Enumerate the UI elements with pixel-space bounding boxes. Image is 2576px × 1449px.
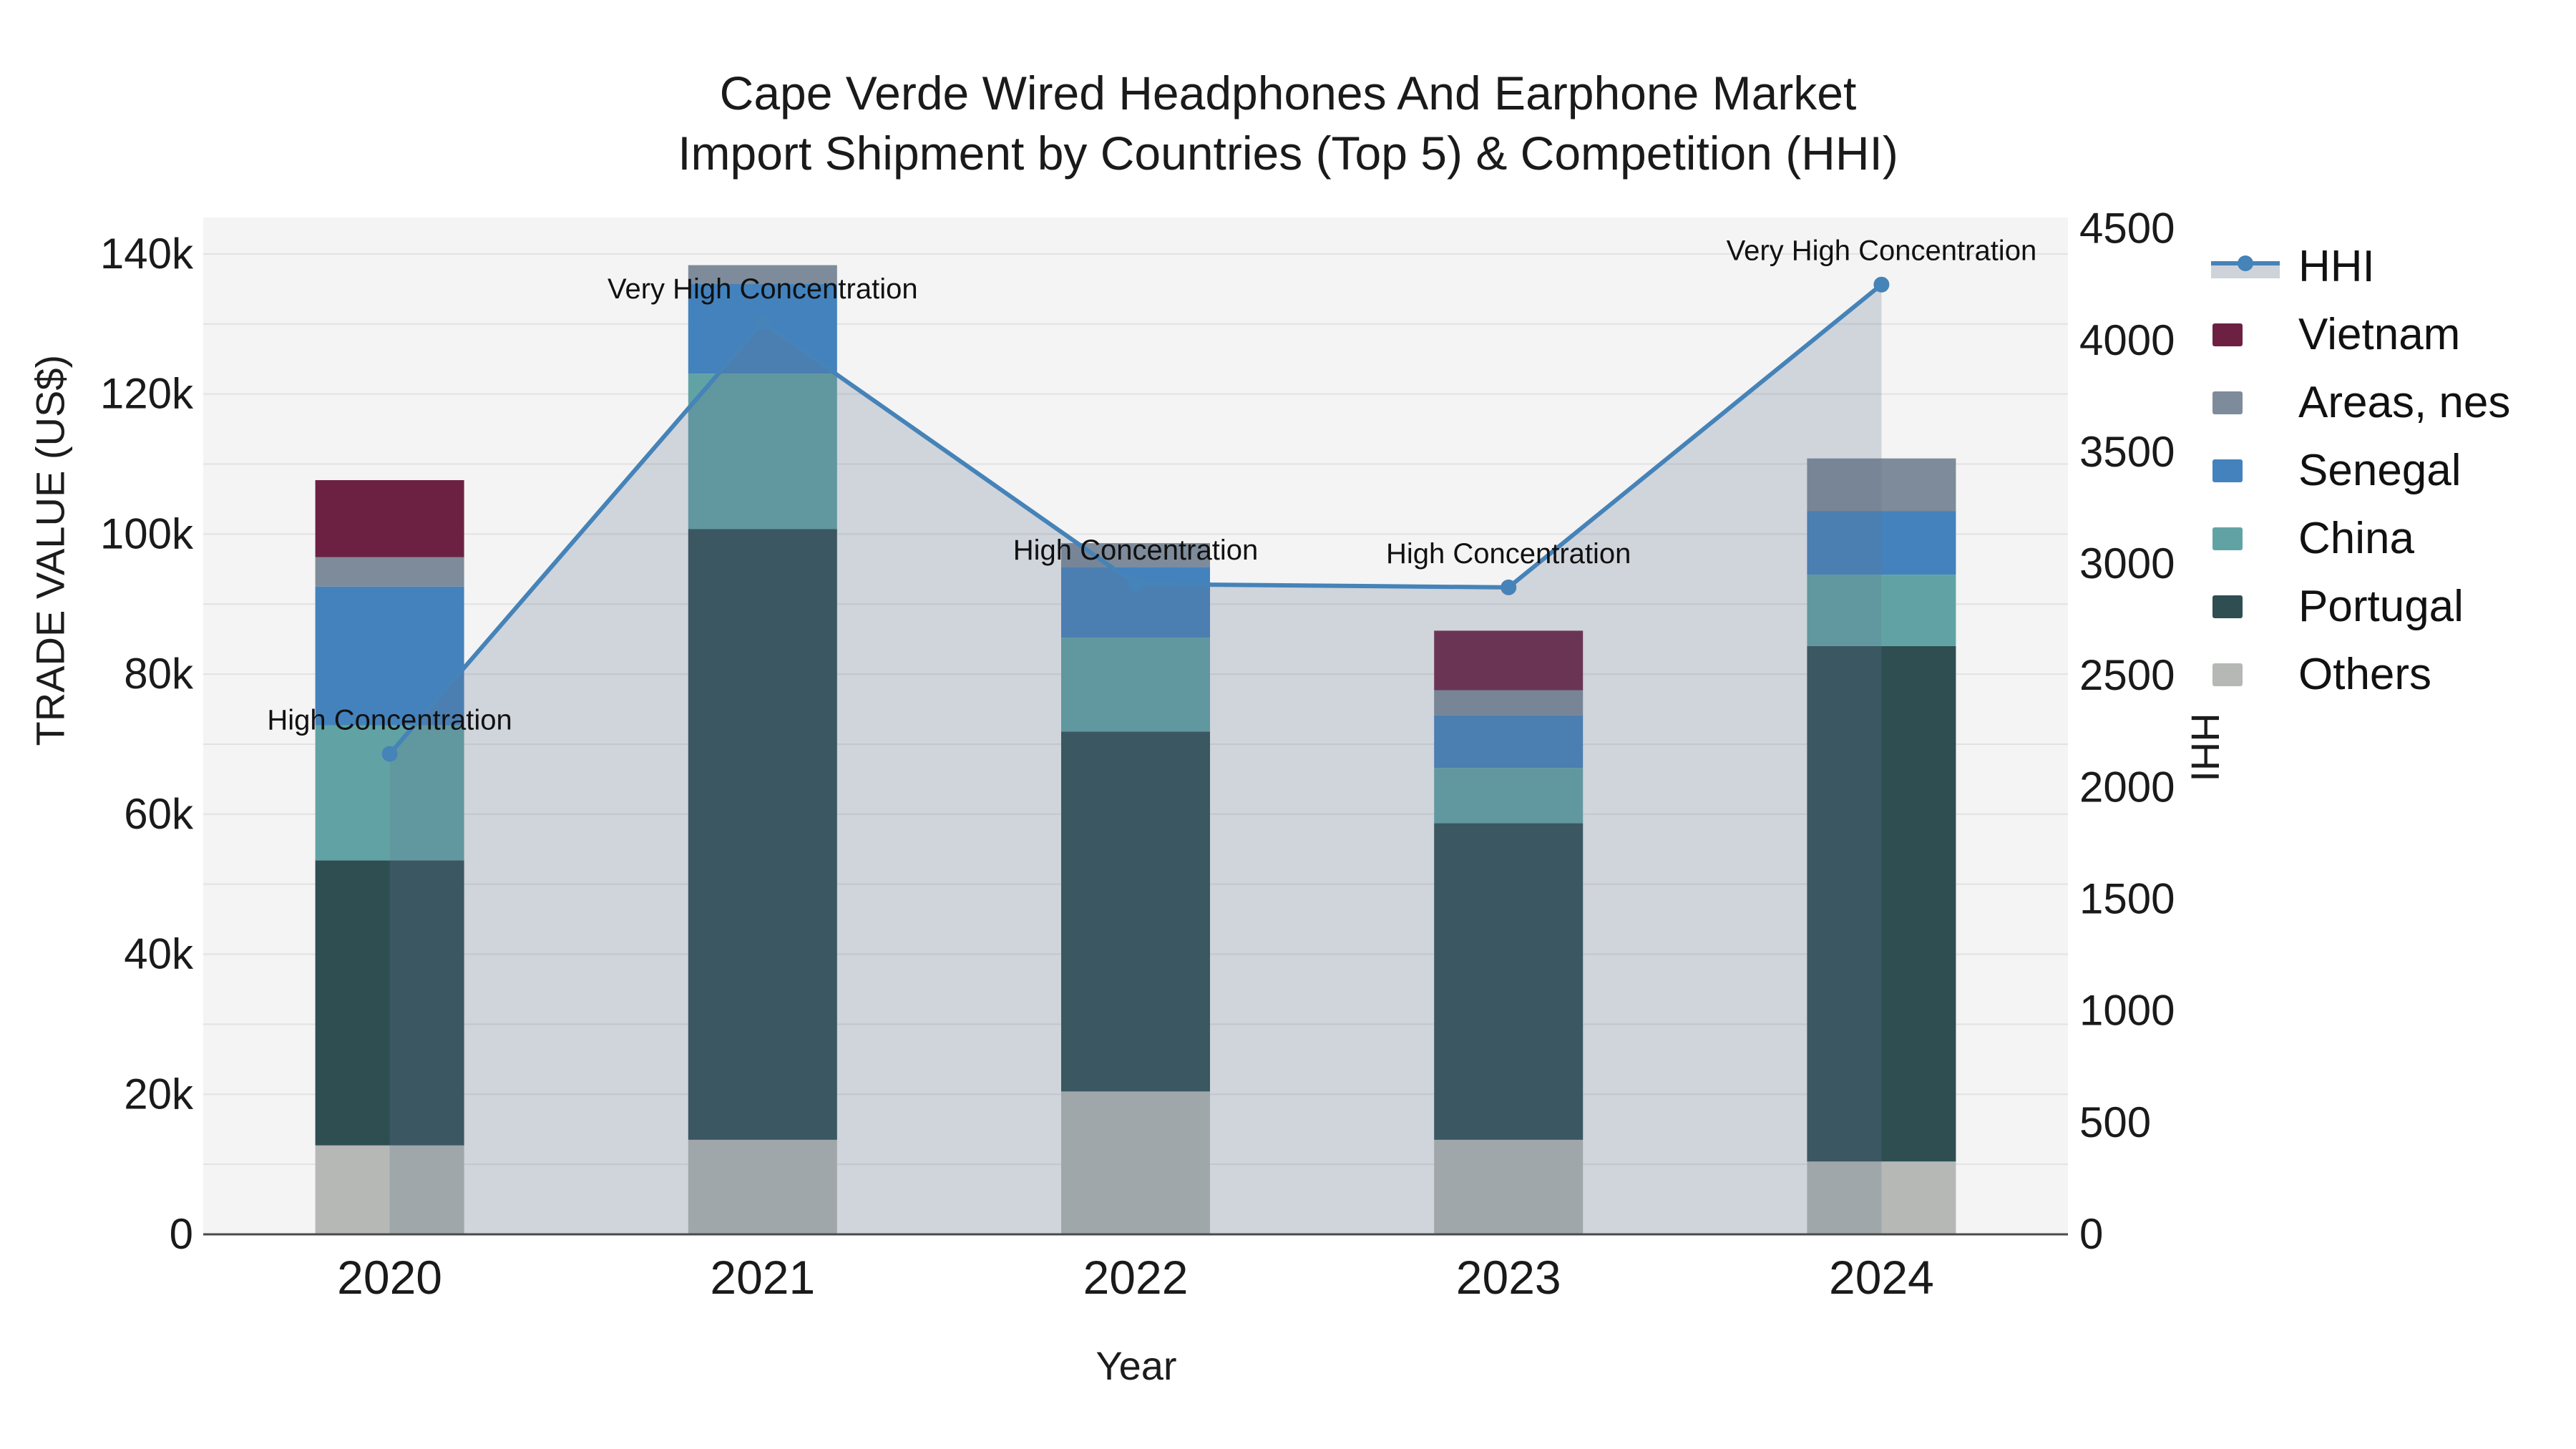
bar-segment-portugal-2023[interactable] <box>1434 823 1584 1140</box>
bar-segment-senegal-2023[interactable] <box>1434 715 1584 769</box>
legend-swatch-icon <box>2211 517 2280 560</box>
bar-segment-china-2022[interactable] <box>1061 638 1210 732</box>
legend-item-others[interactable]: Others <box>2211 640 2510 708</box>
hhi-area-fill <box>389 284 1882 1234</box>
bar-segment-areas-nes-2020[interactable] <box>315 557 464 587</box>
legend-item-vietnam[interactable]: Vietnam <box>2211 301 2510 369</box>
bar-segment-others-2020[interactable] <box>315 1145 464 1234</box>
bar-segment-portugal-2022[interactable] <box>1061 731 1210 1092</box>
y-left-tick-140k: 140k <box>100 230 194 278</box>
legend-label: Vietnam <box>2298 310 2461 359</box>
y-right-tick-2500: 2500 <box>2079 651 2175 699</box>
legend-item-areas-nes[interactable]: Areas, nes <box>2211 369 2510 436</box>
legend-label: Senegal <box>2298 446 2462 495</box>
color-swatch <box>2212 663 2243 686</box>
bar-segment-vietnam-2020[interactable] <box>315 479 464 557</box>
bar-segment-areas-nes-2024[interactable] <box>1807 458 1956 512</box>
x-tick-2021: 2021 <box>710 1251 815 1304</box>
y-left-tick-20k: 20k <box>124 1070 194 1118</box>
y-left-tick-80k: 80k <box>124 650 194 698</box>
hhi-point-2021[interactable] <box>754 314 771 331</box>
bar-segment-others-2024[interactable] <box>1807 1161 1956 1234</box>
y-right-tick-4500: 4500 <box>2079 205 2175 253</box>
bar-segment-portugal-2024[interactable] <box>1807 645 1956 1162</box>
y-right-tick-500: 500 <box>2079 1098 2151 1146</box>
bar-segment-others-2022[interactable] <box>1061 1091 1210 1234</box>
annotation-2023: High Concentration <box>1386 538 1631 570</box>
bar-segment-others-2021[interactable] <box>688 1139 837 1234</box>
chart-title-line2: Import Shipment by Countries (Top 5) & C… <box>678 127 1898 180</box>
y-right-tick-3500: 3500 <box>2079 428 2175 476</box>
bar-segment-areas-nes-2023[interactable] <box>1434 690 1584 716</box>
legend-swatch-icon <box>2211 585 2280 628</box>
chart-title-line1: Cape Verde Wired Headphones And Earphone… <box>719 67 1857 119</box>
x-tick-2024: 2024 <box>1829 1251 1934 1304</box>
y-right-tick-1000: 1000 <box>2079 987 2175 1035</box>
legend-label: Others <box>2298 650 2432 699</box>
bar-segment-others-2023[interactable] <box>1434 1139 1584 1234</box>
bar-segment-areas-nes-2021[interactable] <box>688 265 837 284</box>
legend-item-hhi[interactable]: HHI <box>2211 233 2510 301</box>
legend-label: China <box>2298 514 2414 563</box>
y-left-tick-100k: 100k <box>100 509 194 557</box>
bar-segment-portugal-2021[interactable] <box>688 529 837 1140</box>
y-left-tick-0: 0 <box>170 1210 193 1258</box>
color-swatch <box>2212 459 2243 482</box>
y-left-tick-120k: 120k <box>100 370 194 418</box>
legend-swatch-icon <box>2211 449 2280 492</box>
annotation-2024: Very High Concentration <box>1727 235 2037 267</box>
x-axis-title: Year <box>1096 1343 1177 1388</box>
legend-hhi-line-icon <box>2211 245 2280 288</box>
legend-label: HHI <box>2298 242 2375 291</box>
legend: HHI Vietnam Areas, nes Senegal China Portugal… <box>2211 233 2510 708</box>
annotation-2021: Very High Concentration <box>608 273 918 305</box>
hhi-point-2023[interactable] <box>1501 579 1517 595</box>
legend-swatch-icon <box>2211 653 2280 696</box>
bar-segment-china-2024[interactable] <box>1807 575 1956 646</box>
bar-segment-senegal-2024[interactable] <box>1807 511 1956 575</box>
y-axis-title-left: TRADE VALUE (US$) <box>27 354 73 746</box>
bar-segment-china-2023[interactable] <box>1434 768 1584 824</box>
x-tick-2022: 2022 <box>1083 1251 1189 1304</box>
hhi-point-2020[interactable] <box>381 746 398 762</box>
bar-segment-senegal-2020[interactable] <box>315 586 464 726</box>
y-right-tick-1500: 1500 <box>2079 875 2175 923</box>
y-left-tick-60k: 60k <box>124 790 194 838</box>
y-right-tick-0: 0 <box>2079 1210 2103 1258</box>
legend-swatch-icon <box>2211 381 2280 424</box>
color-swatch <box>2212 391 2243 414</box>
hhi-point-2024[interactable] <box>1873 276 1890 293</box>
hhi-point-2022[interactable] <box>1128 576 1143 592</box>
bar-segment-portugal-2020[interactable] <box>315 860 464 1146</box>
y-right-tick-2000: 2000 <box>2079 763 2175 811</box>
y-right-tick-3000: 3000 <box>2079 540 2175 587</box>
legend-item-china[interactable]: China <box>2211 504 2510 572</box>
annotation-2020: High Concentration <box>267 705 512 736</box>
color-swatch <box>2212 323 2243 346</box>
x-tick-2020: 2020 <box>337 1251 442 1304</box>
hhi-marker-swatch <box>2238 255 2253 271</box>
legend-item-senegal[interactable]: Senegal <box>2211 436 2510 504</box>
y-left-tick-40k: 40k <box>124 930 194 978</box>
x-tick-2023: 2023 <box>1456 1251 1561 1304</box>
legend-label: Portugal <box>2298 582 2464 631</box>
y-right-tick-4000: 4000 <box>2079 316 2175 364</box>
legend-swatch-icon <box>2211 313 2280 356</box>
annotation-2022: High Concentration <box>1013 535 1258 566</box>
bar-segment-china-2021[interactable] <box>688 374 837 530</box>
y-axis-title-right: HHI <box>2182 713 2228 782</box>
color-swatch <box>2212 595 2243 618</box>
legend-label: Areas, nes <box>2298 378 2511 427</box>
chart-title: Cape Verde Wired Headphones And Earphone… <box>0 63 2576 183</box>
bar-segment-vietnam-2023[interactable] <box>1434 630 1584 691</box>
color-swatch <box>2212 527 2243 550</box>
legend-item-portugal[interactable]: Portugal <box>2211 572 2510 640</box>
